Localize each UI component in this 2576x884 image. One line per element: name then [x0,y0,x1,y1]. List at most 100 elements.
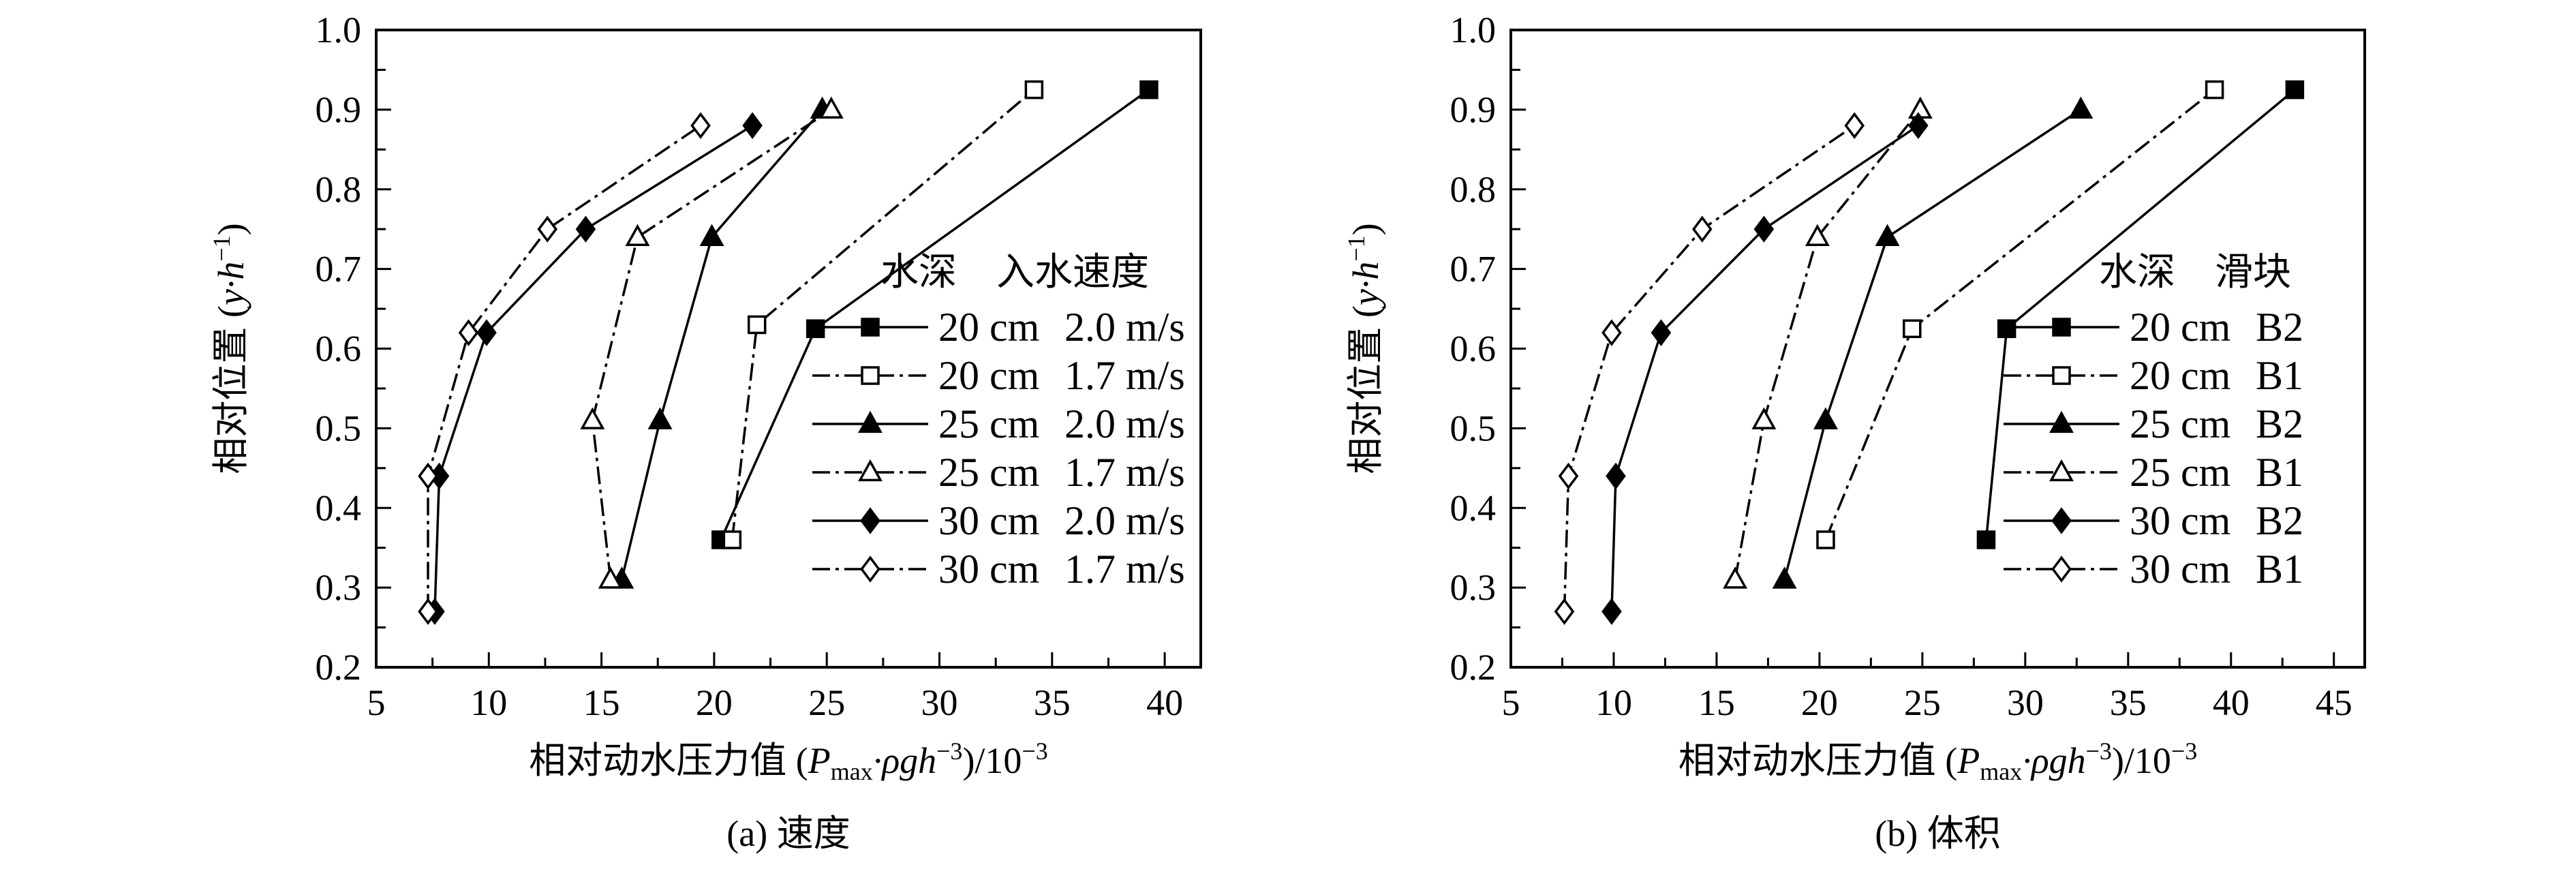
series-4 [425,112,763,625]
square-marker [806,319,825,339]
label-part: P [808,740,831,781]
series-3 [580,96,844,589]
y-tick-label: 1.0 [1450,10,1497,50]
legend-depth: 25 cm [938,401,1039,446]
triangle-marker [858,459,883,482]
triangle-marker [699,224,724,247]
triangle-marker [1875,224,1900,247]
x-tick-label: 10 [1595,682,1632,723]
legend-condition: B2 [2256,305,2303,350]
y-axis-label: 相对位置 (y·h−1) [208,223,251,474]
series-5 [1554,112,1865,625]
legend-depth: 30 cm [938,498,1039,543]
legend-condition: 2.0 m/s [1064,401,1185,446]
square-marker [1997,319,2017,339]
triangle-marker [625,224,650,247]
y-tick-label: 0.9 [316,89,362,130]
series-2 [609,96,835,589]
x-tick-label: 45 [2316,682,2352,723]
y-tick-label: 0.9 [1450,89,1497,130]
y-axis-label: 相对位置 (y·h−1) [1343,223,1386,474]
series-line [620,108,823,580]
diamond-marker [1601,598,1622,625]
legend-header-condition: 入水速度 [996,252,1149,294]
triangle-marker [1813,407,1838,429]
diamond-marker [418,462,438,490]
chart-caption: (a) 速度 [726,813,850,854]
label-part: y·h [1345,262,1386,309]
x-tick-label: 10 [470,682,507,723]
legend-condition: B2 [2256,498,2303,543]
legend-condition: 1.7 m/s [1064,353,1185,398]
legend-condition: B2 [2256,401,2303,446]
label-part: )/10 [962,740,1022,781]
triangle-marker [647,407,673,429]
diamond-marker [537,215,558,243]
label-part: )/10 [2112,740,2171,781]
y-tick-label: 0.3 [1450,567,1497,608]
x-tick-label: 25 [1904,682,1941,723]
series-line [427,124,702,612]
series-0 [1976,80,2305,549]
diamond-marker [742,112,763,139]
x-tick-label: 15 [583,682,620,723]
y-tick-label: 0.2 [316,647,362,688]
label-part: 相对动水压力值 ( [529,740,808,781]
triangle-marker [598,566,623,589]
series-line [1783,108,2082,580]
diamond-marker [1844,112,1865,139]
x-tick-label: 30 [921,682,958,723]
diamond-marker [2051,555,2072,583]
legend-condition: 2.0 m/s [1064,498,1185,543]
legend-condition: 1.7 m/s [1064,450,1185,495]
x-tick-label: 20 [696,682,733,723]
triangle-marker [1772,566,1797,589]
y-tick-label: 1.0 [316,10,362,50]
label-part: −3 [2086,737,2112,765]
diamond-marker [1692,215,1713,243]
diamond-marker [2051,507,2072,534]
label-part: ) [211,223,251,235]
legend-depth: 25 cm [2130,450,2230,495]
legend-depth: 20 cm [938,353,1039,398]
y-tick-label: 0.5 [1450,408,1497,448]
triangle-marker [2049,459,2074,482]
legend-condition: 1.7 m/s [1064,547,1185,592]
diamond-marker [1558,462,1579,490]
square-marker [2205,80,2224,100]
square-marker [861,366,880,385]
x-axis-label: 相对动水压力值 (Pmax·ρgh−3)/10−3 [1678,737,2198,785]
square-marker [1024,80,1044,100]
label-part: ·ρgh [2022,740,2085,781]
square-marker [1976,530,1996,549]
x-tick-label: 40 [1146,682,1183,723]
x-axis-label: 相对动水压力值 (Pmax·ρgh−3)/10−3 [529,737,1048,785]
label-part: ·ρgh [873,740,936,781]
chart-caption: (b) 体积 [1875,813,2000,854]
legend-header-depth: 水深 [2099,252,2175,294]
chart-panel-0: 5 10 15 20 25 30 35 40 0.2 0.3 0.4 0.5 0.6 0.7 0.8 0.9 1… [208,10,1202,854]
diamond-marker [1606,462,1626,490]
legend: 水深 滑块 20 cm B2 20 cm B1 25 cm B2 25 cm B1 30 cm B2 3… [2004,252,2303,592]
legend-depth: 20 cm [2130,305,2230,350]
square-marker [722,530,742,549]
legend-depth: 25 cm [2130,401,2230,446]
square-marker [2052,318,2071,337]
square-marker [1139,80,1159,100]
legend-condition: 2.0 m/s [1064,305,1185,350]
plot-frame [1509,29,2366,669]
y-tick-label: 0.3 [316,567,362,608]
series-4 [1601,112,1929,625]
series-2 [1772,96,2094,589]
square-marker [2052,366,2071,385]
diamond-marker [860,507,880,534]
legend-depth: 20 cm [938,305,1039,350]
series-line [591,108,832,580]
label-part: −1 [1343,235,1370,261]
x-tick-label: 20 [1801,682,1838,723]
series-line [1734,108,1922,580]
y-tick-label: 0.7 [316,249,362,290]
y-tick-label: 0.5 [316,408,362,448]
x-tick-label: 35 [1034,682,1071,723]
diamond-marker [1753,215,1775,243]
